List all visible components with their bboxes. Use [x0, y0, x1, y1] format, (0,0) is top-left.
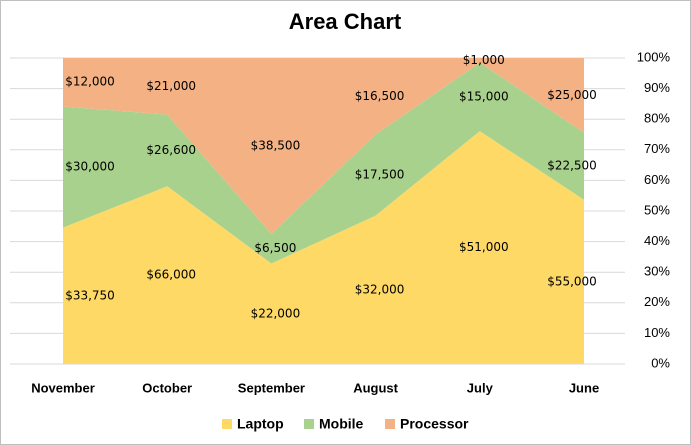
y-tick-label: 90%: [644, 80, 670, 95]
data-label: $22,500: [547, 159, 597, 173]
data-label: $6,500: [254, 241, 296, 255]
data-label: $1,000: [463, 53, 505, 67]
data-label: $32,000: [355, 282, 405, 296]
y-tick-label: 100%: [637, 49, 671, 64]
y-tick-label: 0%: [651, 355, 670, 370]
x-tick-label: July: [467, 380, 494, 395]
data-label: $17,500: [355, 168, 405, 182]
data-label: $26,600: [146, 143, 196, 157]
data-label: $55,000: [547, 274, 597, 288]
area: [63, 131, 584, 364]
y-tick-label: 10%: [644, 325, 670, 340]
data-label: $66,000: [146, 268, 196, 282]
data-label: $15,000: [459, 89, 509, 103]
y-tick-label: 40%: [644, 233, 670, 248]
chart-title: Area Chart: [289, 9, 402, 34]
data-label: $12,000: [65, 75, 115, 89]
y-tick-label: 70%: [644, 141, 670, 156]
x-tick-label: November: [31, 380, 95, 395]
data-label: $33,750: [65, 288, 115, 302]
legend-swatch: [222, 419, 232, 429]
data-label: $30,000: [65, 160, 115, 174]
legend-swatch: [385, 419, 395, 429]
y-tick-label: 60%: [644, 172, 670, 187]
area: [63, 58, 584, 234]
x-tick-label: June: [569, 380, 599, 395]
x-tick-label: September: [238, 380, 305, 395]
legend-label: Laptop: [237, 416, 284, 432]
data-label: $25,000: [547, 88, 597, 102]
legend-label: Processor: [400, 416, 469, 432]
y-tick-label: 80%: [644, 111, 670, 126]
data-label: $38,500: [251, 138, 301, 152]
y-tick-label: 50%: [644, 202, 670, 217]
area: [63, 62, 584, 264]
x-tick-label: August: [353, 380, 398, 395]
y-tick-label: 20%: [644, 294, 670, 309]
legend-swatch: [304, 419, 314, 429]
data-label: $51,000: [459, 240, 509, 254]
data-label: $22,000: [251, 306, 301, 320]
data-label: $21,000: [146, 79, 196, 93]
data-label: $16,500: [355, 89, 405, 103]
y-tick-label: 30%: [644, 264, 670, 279]
x-tick-label: October: [142, 380, 192, 395]
legend-label: Mobile: [319, 416, 364, 432]
